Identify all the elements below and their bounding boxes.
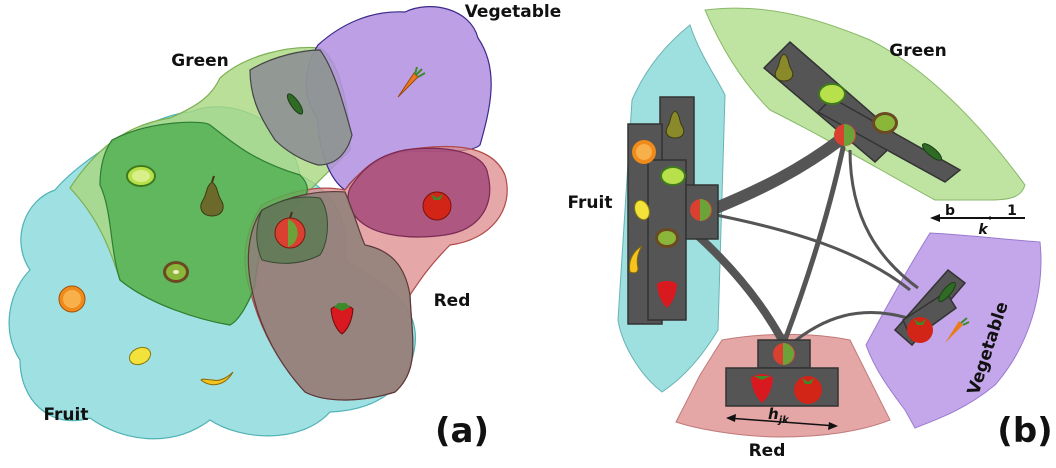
link-green-red bbox=[782, 145, 846, 343]
label-red-a: Red bbox=[434, 291, 471, 311]
label-fruit-a: Fruit bbox=[44, 405, 89, 425]
scale-one: 1 bbox=[1007, 203, 1017, 219]
kiwi-icon bbox=[872, 112, 898, 134]
scale-b: b bbox=[945, 203, 955, 219]
link-fruit-red bbox=[692, 230, 786, 344]
strawberry-icon bbox=[330, 303, 354, 335]
kiwi-icon bbox=[655, 228, 679, 248]
strawberry-icon bbox=[657, 281, 677, 308]
link-green-vegetable bbox=[848, 149, 919, 290]
banana-icon bbox=[629, 245, 643, 274]
panel-b: hjk b 1 k Green Fruit Red Vegetable (b) bbox=[568, 7, 1053, 461]
lemon-icon bbox=[634, 199, 650, 221]
tomato-icon bbox=[422, 191, 452, 221]
panel-a: Green Vegetable Red Fruit (a) bbox=[8, 2, 562, 451]
label-red-b: Red bbox=[749, 441, 786, 461]
pear-icon bbox=[774, 53, 794, 82]
link-red-vegetable bbox=[789, 311, 921, 347]
cucumber-icon bbox=[286, 93, 304, 115]
cucumber-icon bbox=[921, 143, 943, 161]
band-green bbox=[704, 7, 1026, 201]
orange-icon bbox=[58, 285, 86, 313]
link-fruit-green bbox=[710, 134, 846, 214]
label-green-b: Green bbox=[889, 41, 947, 61]
link-fruit-vegetable bbox=[715, 213, 911, 292]
label-green-a: Green bbox=[171, 51, 229, 71]
pear-icon bbox=[665, 110, 685, 139]
lime-icon bbox=[126, 165, 156, 187]
intersection-red-vegetable bbox=[347, 147, 491, 238]
tomato-icon bbox=[794, 376, 822, 404]
label-fruit-b: Fruit bbox=[568, 193, 613, 213]
apple-icon bbox=[690, 199, 712, 221]
lime-icon bbox=[660, 166, 686, 186]
tomato-icon bbox=[907, 317, 933, 343]
scale-bar bbox=[930, 214, 1025, 222]
carrot-icon bbox=[945, 317, 970, 343]
strawberry-icon bbox=[751, 374, 773, 403]
apple-icon bbox=[274, 211, 306, 249]
label-vegetable-a: Vegetable bbox=[465, 2, 562, 22]
banana-icon bbox=[200, 371, 234, 386]
carrot-icon bbox=[397, 66, 426, 98]
h-jk-label: hjk bbox=[768, 405, 790, 426]
pear-icon bbox=[200, 175, 224, 217]
kiwi-icon bbox=[163, 261, 189, 283]
scale-k: k bbox=[978, 222, 989, 238]
lemon-icon bbox=[128, 346, 152, 366]
lime-icon bbox=[818, 83, 846, 105]
apple-icon bbox=[834, 124, 856, 146]
h-jk-arrow bbox=[726, 414, 838, 430]
panel-label-b: (b) bbox=[997, 411, 1052, 451]
cucumber-icon bbox=[938, 281, 956, 303]
panel-label-a: (a) bbox=[435, 411, 489, 451]
apple-icon bbox=[773, 343, 795, 365]
orange-icon bbox=[632, 140, 656, 164]
